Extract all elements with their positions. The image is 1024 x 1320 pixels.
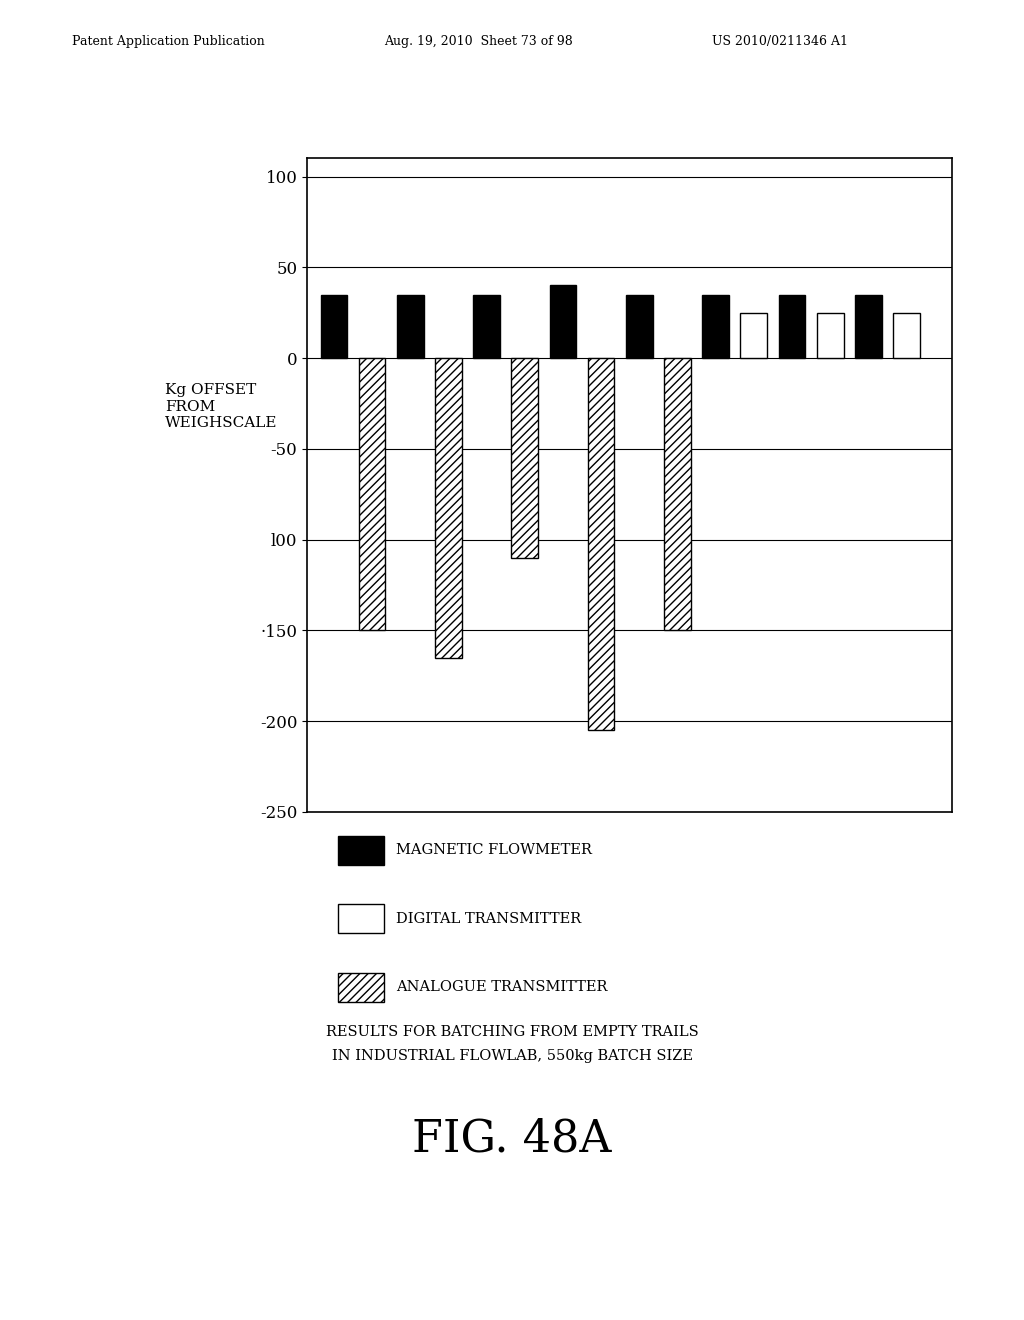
Bar [397, 294, 424, 358]
Text: FIG. 48A: FIG. 48A [413, 1117, 611, 1160]
Bar [358, 358, 385, 631]
Bar [588, 358, 614, 730]
Text: Kg OFFSET
FROM
WEIGHSCALE: Kg OFFSET FROM WEIGHSCALE [165, 384, 278, 430]
Bar [855, 294, 882, 358]
Text: Aug. 19, 2010  Sheet 73 of 98: Aug. 19, 2010 Sheet 73 of 98 [384, 34, 572, 48]
Text: MAGNETIC FLOWMETER: MAGNETIC FLOWMETER [396, 843, 592, 857]
Bar [778, 294, 805, 358]
Text: IN INDUSTRIAL FLOWLAB, 550kg BATCH SIZE: IN INDUSTRIAL FLOWLAB, 550kg BATCH SIZE [332, 1049, 692, 1063]
Bar [702, 294, 729, 358]
Bar [817, 313, 844, 358]
Bar [665, 358, 691, 631]
Bar [740, 313, 767, 358]
Text: DIGITAL TRANSMITTER: DIGITAL TRANSMITTER [396, 912, 582, 925]
Text: US 2010/0211346 A1: US 2010/0211346 A1 [712, 34, 848, 48]
Bar [626, 294, 652, 358]
Text: Patent Application Publication: Patent Application Publication [72, 34, 264, 48]
Bar [550, 285, 577, 358]
Bar [511, 358, 539, 558]
Bar [321, 294, 347, 358]
Bar [435, 358, 462, 657]
Text: RESULTS FOR BATCHING FROM EMPTY TRAILS: RESULTS FOR BATCHING FROM EMPTY TRAILS [326, 1026, 698, 1039]
Bar [473, 294, 500, 358]
Bar [893, 313, 920, 358]
Text: ANALOGUE TRANSMITTER: ANALOGUE TRANSMITTER [396, 981, 607, 994]
